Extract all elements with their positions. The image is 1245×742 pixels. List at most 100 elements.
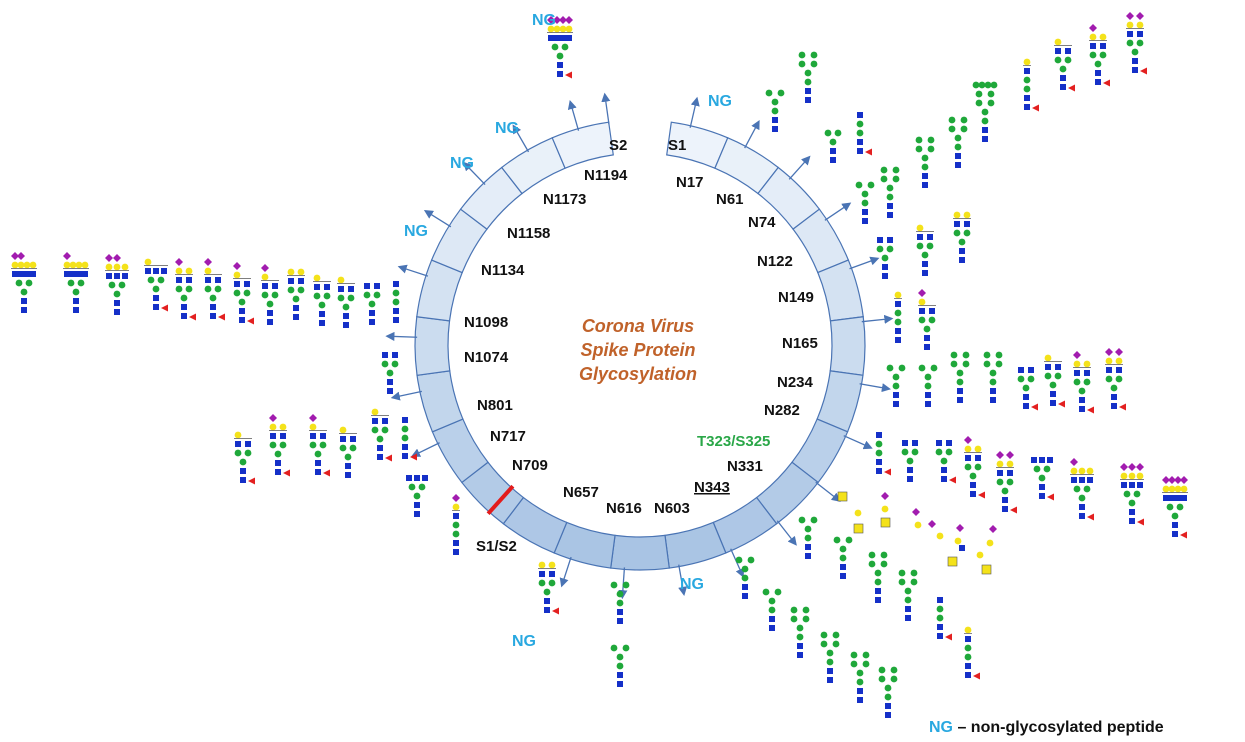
- site-arrow: [824, 202, 852, 221]
- glcnac-symbol: [181, 304, 187, 310]
- mannose-symbol: [935, 448, 943, 456]
- galactose-symbol: [452, 503, 460, 511]
- glycan: [948, 116, 968, 168]
- galactose-symbol: [337, 276, 345, 284]
- title-line-1: Corona Virus: [582, 316, 694, 336]
- mannose-symbol: [1054, 372, 1062, 380]
- glcnac-symbol: [377, 445, 383, 451]
- glcnac-symbol: [153, 268, 159, 274]
- glcnac-symbol: [982, 127, 988, 133]
- mannose-symbol: [995, 360, 1003, 368]
- mannose-symbol: [964, 644, 972, 652]
- mannose-symbol: [386, 369, 394, 377]
- glcnac-symbol: [544, 607, 550, 613]
- mannose-symbol: [927, 136, 935, 144]
- glcnac-symbol: [239, 308, 245, 314]
- fucose-symbol: [1032, 104, 1039, 112]
- mannose-symbol: [810, 516, 818, 524]
- glcnac-symbol: [965, 663, 971, 669]
- galactose-symbol: [1023, 58, 1031, 66]
- mannose-symbol: [839, 554, 847, 562]
- glcnac-symbol: [554, 35, 560, 41]
- galactose-symbol: [287, 268, 295, 276]
- glcnac-symbol: [176, 277, 182, 283]
- o-glycans: [837, 491, 997, 575]
- site-n343: N343: [694, 479, 730, 496]
- glcnac-symbol: [937, 597, 943, 603]
- glcnac-symbol: [76, 271, 82, 277]
- glcnac-symbol: [1002, 506, 1008, 512]
- mannose-symbol: [610, 644, 618, 652]
- mannose-symbol: [960, 125, 968, 133]
- glycan: [1105, 348, 1126, 411]
- mannose-symbol: [796, 633, 804, 641]
- glcnac-symbol: [1137, 482, 1143, 488]
- mannose-symbol: [924, 382, 932, 390]
- mannose-symbol: [964, 653, 972, 661]
- galactose-symbol: [565, 25, 573, 33]
- glcnac-symbol: [21, 298, 27, 304]
- glcnac-symbol: [393, 308, 399, 314]
- mannose-symbol: [1044, 372, 1052, 380]
- glycan: [798, 51, 818, 103]
- mannose-symbol: [292, 295, 300, 303]
- glcnac-symbol: [215, 277, 221, 283]
- glcnac-symbol: [840, 564, 846, 570]
- glcnac-symbol: [298, 278, 304, 284]
- glcnac-symbol: [393, 317, 399, 323]
- glycan: [878, 666, 898, 718]
- glcnac-symbol: [566, 35, 572, 41]
- mannose-symbol: [923, 325, 931, 333]
- site-arrow: [776, 520, 797, 546]
- mannose-symbol: [1094, 60, 1102, 68]
- s1-label: S1: [668, 137, 686, 154]
- mannose-symbol: [962, 360, 970, 368]
- glycan: [950, 351, 970, 403]
- mannose-symbol: [918, 364, 926, 372]
- glcnac-symbol: [907, 476, 913, 482]
- mannose-symbol: [936, 605, 944, 613]
- site-arrow: [678, 564, 688, 596]
- mannose-symbol: [337, 294, 345, 302]
- galactose-symbol: [63, 261, 71, 269]
- mannose-symbol: [1033, 465, 1041, 473]
- glycan-structures: [11, 12, 1188, 718]
- glcnac-symbol: [186, 277, 192, 283]
- glcnac-symbol: [239, 317, 245, 323]
- glcnac-symbol: [1087, 477, 1093, 483]
- mannose-symbol: [391, 360, 399, 368]
- site-n1173: N1173: [543, 191, 586, 208]
- mannose-symbol: [408, 483, 416, 491]
- site-arrow: [689, 96, 700, 128]
- glycan: [1023, 58, 1039, 112]
- fucose-symbol: [865, 148, 872, 156]
- mannose-symbol: [392, 289, 400, 297]
- s1-s2-label: S1/S2: [476, 538, 517, 555]
- galactose-symbol: [963, 211, 971, 219]
- glcnac-symbol: [955, 153, 961, 159]
- glcnac-symbol: [320, 433, 326, 439]
- glcnac-symbol: [549, 571, 555, 577]
- galactose-symbol: [1105, 357, 1113, 365]
- galnac-symbol: [837, 491, 848, 502]
- mannose-symbol: [214, 285, 222, 293]
- glcnac-symbol: [319, 320, 325, 326]
- glcnac-symbol: [954, 221, 960, 227]
- glcnac-symbol: [857, 148, 863, 154]
- mannose-symbol: [381, 360, 389, 368]
- mannose-symbol: [747, 556, 755, 564]
- galactose-symbol: [1086, 467, 1094, 475]
- glcnac-symbol: [82, 271, 88, 277]
- glcnac-symbol: [557, 71, 563, 77]
- glycan: [1120, 463, 1144, 526]
- glcnac-symbol: [181, 313, 187, 319]
- ng-label-n17: NG: [708, 93, 732, 110]
- glycan: [1126, 12, 1147, 75]
- glcnac-symbol: [1129, 509, 1135, 515]
- galactose-symbol: [1136, 21, 1144, 29]
- mannose-symbol: [802, 606, 810, 614]
- galactose-symbol: [953, 211, 961, 219]
- glcnac-symbol: [959, 257, 965, 263]
- glcnac-symbol: [857, 139, 863, 145]
- glcnac-symbol: [887, 237, 893, 243]
